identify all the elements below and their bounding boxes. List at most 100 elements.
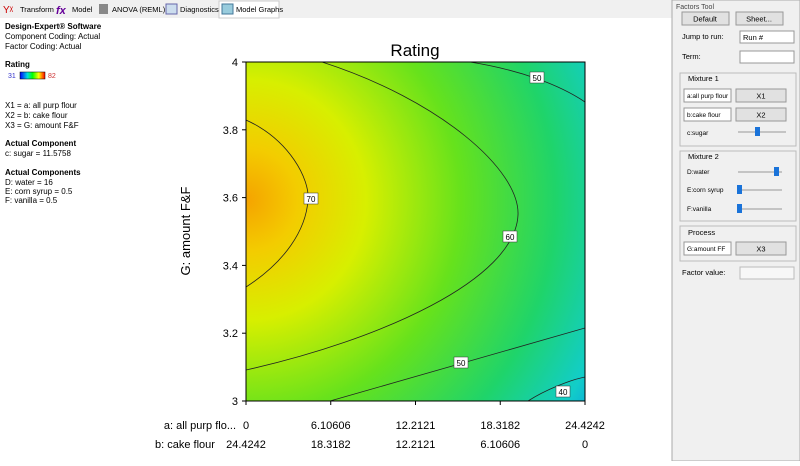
contour-labels: 70 60 50 50 40 [303, 71, 571, 398]
icon [221, 3, 234, 15]
panel-title: Factors Tool [676, 4, 714, 11]
dropdown-value[interactable]: Run # [743, 33, 764, 42]
factor-button[interactable] [735, 107, 787, 122]
x2-tick-label: 18.3182 [311, 439, 351, 451]
component: E: corn syrup = 0.5 [5, 187, 73, 196]
factor-name: G:amount FF [687, 246, 725, 253]
group-title: Process [688, 228, 715, 237]
slider-thumb[interactable] [737, 185, 742, 194]
icon [165, 3, 178, 15]
factor-value-field[interactable] [739, 266, 795, 280]
active-tab[interactable] [218, 0, 280, 19]
factor-name: F:vanilla [687, 206, 712, 213]
factor-value[interactable]: X3 [756, 245, 765, 254]
x1-axis-label: a: all purp flo... [164, 420, 236, 432]
group-title: Mixture 1 [688, 74, 719, 83]
group-title: Mixture 2 [688, 152, 719, 161]
factor-name: a:all purp flour [687, 93, 729, 100]
info-line: Component Coding: Actual [5, 32, 100, 41]
button-label[interactable]: Default [693, 15, 718, 24]
label-box [502, 230, 518, 243]
group-box [679, 225, 797, 262]
factor-name: D:water [687, 169, 710, 176]
factor-value[interactable]: X1 [756, 92, 765, 101]
label-box [303, 192, 319, 205]
factor-name: E:corn syrup [687, 187, 724, 194]
x1-tick-label: 0 [243, 420, 249, 432]
label: Term: [682, 52, 701, 61]
x1-tick-label: 24.4242 [565, 420, 605, 432]
y-axis-label: G: amount F&F [178, 187, 193, 276]
factor-name: c:sugar [687, 130, 709, 137]
section-title: Actual Components [5, 168, 81, 177]
factor-value[interactable]: X2 [756, 111, 765, 120]
button-label[interactable]: Sheet... [746, 15, 772, 24]
contour-label: 70 [307, 195, 316, 204]
button[interactable] [681, 11, 730, 26]
factor-button[interactable] [735, 241, 787, 256]
plot-title: Rating [390, 41, 439, 60]
y-tick-label: 3.6 [223, 193, 238, 205]
y-tick-label: 3.2 [223, 328, 238, 340]
y-tick-label: 3 [232, 396, 238, 408]
tab[interactable]: Transform [20, 5, 54, 14]
component: F: vanilla = 0.5 [5, 196, 58, 205]
info-line: Factor Coding: Actual [5, 42, 82, 51]
dropdown[interactable] [739, 50, 795, 64]
x2-tick-label: 24.4242 [226, 439, 266, 451]
tab[interactable]: Diagnostics [180, 5, 219, 14]
button[interactable] [735, 11, 784, 26]
legend-max: 82 [48, 73, 56, 80]
factor-button[interactable] [735, 88, 787, 103]
legend-min: 31 [8, 73, 16, 80]
factor-name: b:cake flour [687, 112, 721, 119]
x2-axis-label: b: cake flour [155, 439, 215, 451]
label-box [453, 356, 469, 369]
component: D: water = 16 [5, 178, 53, 187]
contour-line [246, 62, 519, 371]
legend-title: Rating [5, 60, 30, 69]
contour-surface [246, 62, 585, 401]
contour-label: 60 [506, 233, 515, 242]
factors-tool [671, 0, 800, 462]
factor: X2 = b: cake flour [5, 111, 68, 120]
tab[interactable]: Model Graphs [236, 5, 283, 14]
group-box [679, 150, 797, 222]
x1-tick-label: 18.3182 [480, 420, 520, 432]
ticks: 33.23.43.63.840 6.10606 12.2121 18.3182 24.4… [223, 57, 605, 451]
dropdown[interactable] [739, 30, 795, 44]
contour-label: 40 [559, 388, 568, 397]
slider-thumb[interactable] [774, 167, 779, 176]
group-box [679, 72, 797, 147]
y-tick-label: 4 [232, 57, 238, 69]
slider-thumb[interactable] [737, 204, 742, 213]
software: Design-Expert® Software [5, 22, 102, 31]
x2-tick-label: 6.10606 [480, 439, 520, 451]
label: Factor value: [682, 268, 725, 277]
y-tick-label: 3.8 [223, 125, 238, 137]
factor-field[interactable] [683, 241, 732, 256]
factor: X3 = G: amount F&F [5, 121, 79, 130]
contour-label: 50 [457, 359, 466, 368]
icon: Yᵡ [3, 5, 14, 16]
tab[interactable]: Model [72, 5, 93, 14]
x1-tick-label: 6.10606 [311, 420, 351, 432]
component: c: sugar = 11.5758 [5, 149, 71, 158]
section-title: Actual Component [5, 139, 76, 148]
y-tick-label: 3.4 [223, 260, 238, 272]
label-box [529, 71, 545, 84]
tab[interactable]: ANOVA (REML) [112, 5, 166, 14]
label-box [555, 385, 571, 398]
factor-field[interactable] [683, 107, 732, 122]
x1-tick-label: 12.2121 [396, 420, 436, 432]
factor-field[interactable] [683, 88, 732, 103]
slider-thumb[interactable] [755, 127, 760, 136]
contour-label: 50 [533, 74, 542, 83]
factor: X1 = a: all purp flour [5, 101, 77, 110]
icon: fx [56, 5, 67, 17]
x2-tick-label: 12.2121 [396, 439, 436, 451]
icon [99, 4, 108, 14]
color-bar [19, 71, 46, 80]
